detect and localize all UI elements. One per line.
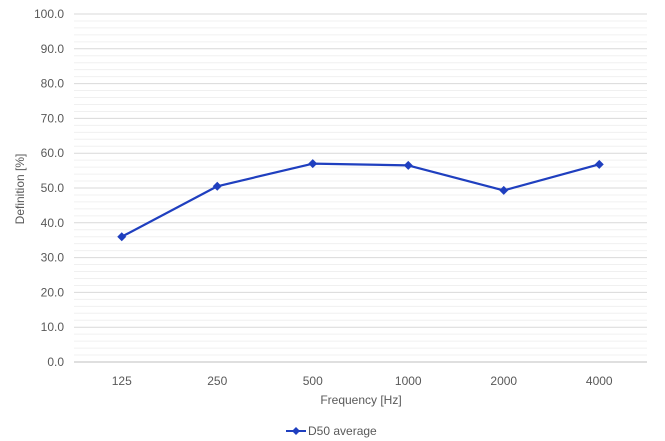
- data-point-marker: [308, 159, 318, 169]
- legend: D50 average: [286, 424, 377, 438]
- data-point-marker: [499, 185, 509, 195]
- y-tick-label: 40.0: [41, 216, 65, 230]
- data-point-marker: [212, 181, 222, 191]
- data-point-marker: [594, 159, 604, 169]
- x-tick-label: 500: [303, 374, 323, 388]
- x-tick-label: 1000: [395, 374, 422, 388]
- y-tick-label: 90.0: [41, 42, 65, 56]
- data-point-marker: [117, 232, 127, 242]
- x-tick-label: 2000: [490, 374, 517, 388]
- x-tick-label: 250: [207, 374, 227, 388]
- y-tick-label: 50.0: [41, 181, 65, 195]
- y-tick-label: 20.0: [41, 285, 65, 299]
- y-tick-label: 30.0: [41, 251, 65, 265]
- y-axis-title: Definition [%]: [13, 154, 27, 225]
- y-tick-label: 0.0: [47, 355, 64, 369]
- y-tick-label: 10.0: [41, 320, 65, 334]
- x-axis-ticks: 125 250 500 1000 2000 4000: [112, 374, 613, 388]
- data-point-marker: [403, 160, 413, 170]
- x-tick-label: 4000: [586, 374, 613, 388]
- legend-diamond-icon: [292, 427, 300, 435]
- x-axis-title: Frequency [Hz]: [320, 393, 401, 407]
- minor-gridlines: [74, 20, 647, 356]
- y-axis-ticks: 0.0 10.0 20.0 30.0 40.0 50.0 60.0 70.0 80.0 90.0 1…: [34, 7, 64, 369]
- y-tick-label: 70.0: [41, 111, 65, 125]
- y-tick-label: 100.0: [34, 7, 64, 21]
- x-tick-label: 125: [112, 374, 132, 388]
- y-tick-label: 80.0: [41, 77, 65, 91]
- series-line: [121, 162, 600, 238]
- legend-label: D50 average: [308, 424, 377, 438]
- series-group: [117, 159, 604, 242]
- y-tick-label: 60.0: [41, 146, 65, 160]
- major-gridlines: [74, 13, 647, 363]
